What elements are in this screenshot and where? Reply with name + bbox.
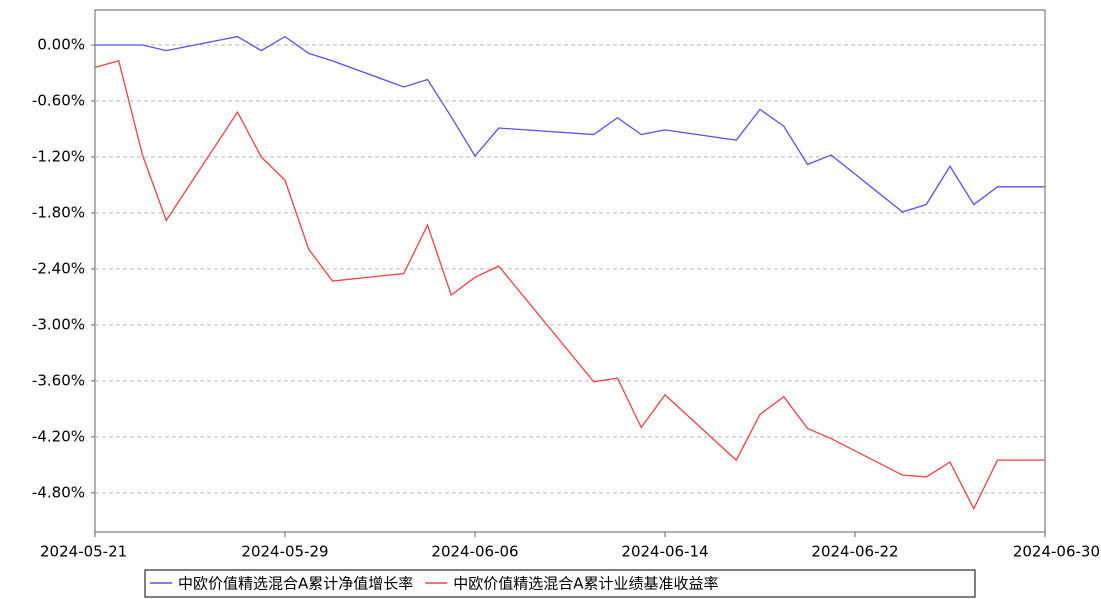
series-line (94, 60, 1045, 511)
plot-frame (94, 9, 1046, 533)
legend-box (144, 569, 976, 598)
x-tick-label: 2024-06-30 (1013, 543, 1100, 561)
y-tick-label: -3.00% (32, 315, 85, 333)
y-tick-label: -1.80% (32, 203, 85, 221)
x-tick-label: 2024-05-29 (241, 543, 328, 561)
y-tick-label: 0.00% (37, 35, 85, 53)
x-tick-label: 2024-06-14 (621, 543, 708, 561)
y-tick-label: -4.20% (32, 427, 85, 445)
y-tick-label: -0.60% (32, 91, 85, 109)
x-tick-label: 2024-05-21 (40, 543, 127, 561)
series-line (95, 35, 1045, 213)
x-tick-label: 2024-06-06 (431, 543, 518, 561)
y-tick-label: -3.60% (32, 371, 85, 389)
y-tick-label: -2.40% (32, 259, 85, 277)
legend-label: 中欧价值精选混合A累计净值增长率 (178, 575, 413, 593)
y-tick-label: -4.80% (32, 483, 85, 501)
y-tick-label: -1.20% (32, 147, 85, 165)
x-tick-label: 2024-06-22 (811, 543, 898, 561)
legend-label: 中欧价值精选混合A累计业绩基准收益率 (453, 575, 718, 593)
